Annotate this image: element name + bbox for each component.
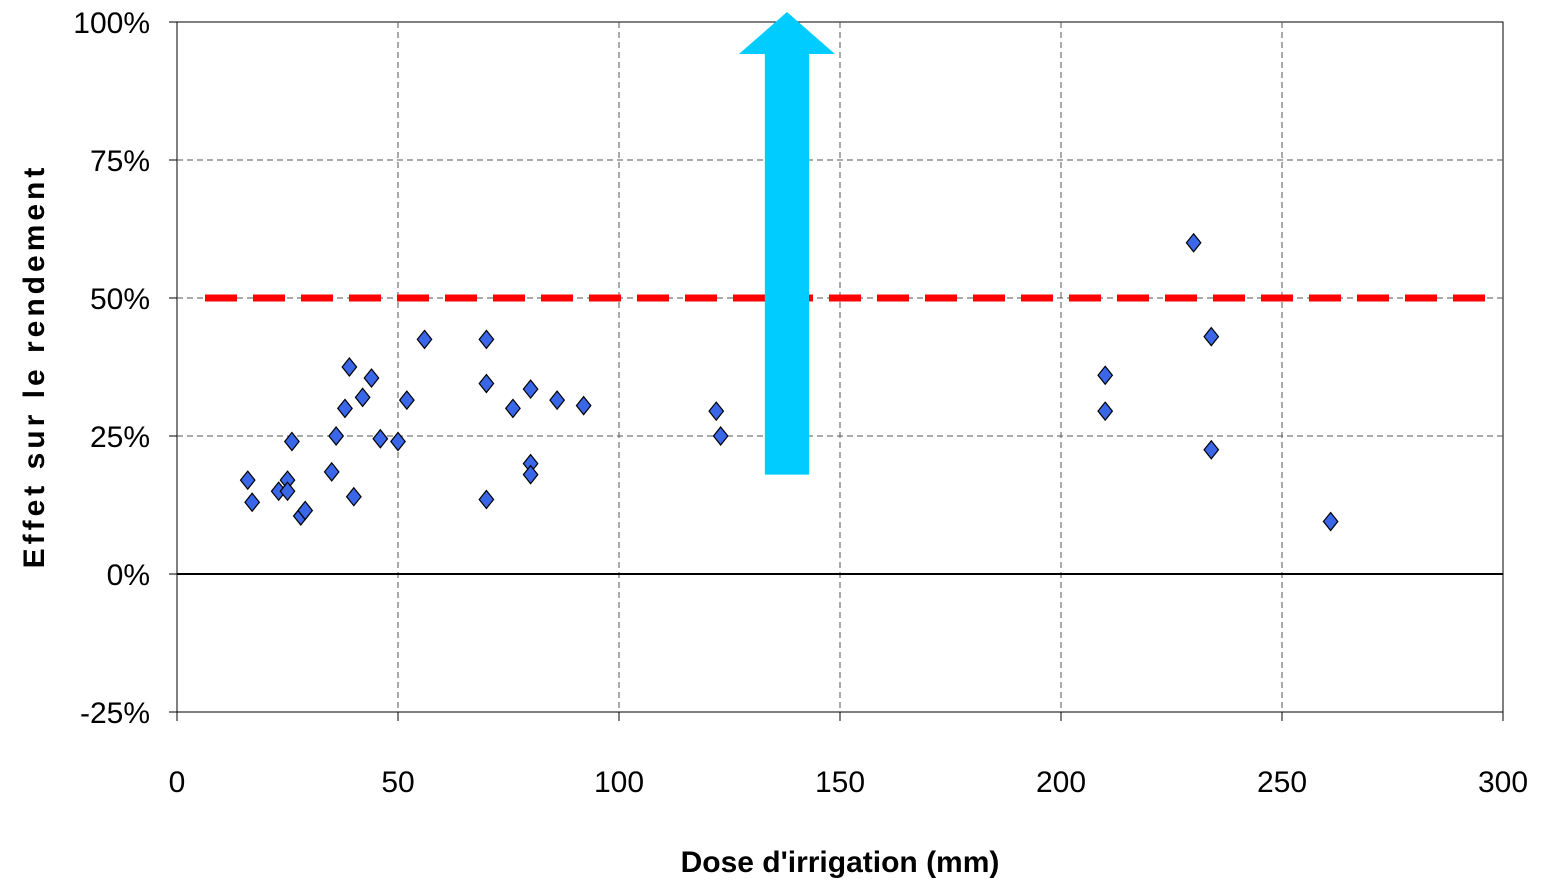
data-point bbox=[345, 486, 362, 507]
data-points bbox=[239, 232, 1339, 532]
up-arrow bbox=[738, 12, 835, 475]
data-point bbox=[416, 329, 433, 350]
data-point bbox=[1322, 511, 1339, 532]
y-tick-label: 0% bbox=[107, 559, 150, 592]
data-point bbox=[1185, 232, 1202, 253]
data-point bbox=[1203, 439, 1220, 460]
data-point bbox=[712, 426, 729, 446]
data-point bbox=[478, 329, 495, 350]
x-tick-label: 0 bbox=[169, 766, 186, 799]
data-point bbox=[575, 395, 592, 416]
data-point bbox=[297, 500, 314, 521]
data-point bbox=[239, 470, 256, 491]
data-point bbox=[478, 489, 495, 510]
grid bbox=[176, 21, 1504, 713]
data-point bbox=[336, 398, 353, 419]
x-tick-label: 50 bbox=[381, 766, 414, 799]
x-tick-label: 200 bbox=[1036, 766, 1086, 799]
y-axis-title: Effet sur le rendement bbox=[18, 164, 51, 569]
data-point bbox=[372, 428, 389, 449]
data-point bbox=[522, 379, 539, 400]
data-point bbox=[390, 431, 406, 452]
data-point bbox=[1097, 365, 1114, 386]
data-point bbox=[283, 431, 300, 452]
data-point bbox=[708, 401, 725, 422]
data-point bbox=[504, 398, 521, 419]
data-point bbox=[363, 368, 380, 389]
data-point bbox=[398, 390, 415, 411]
y-tick-label: -25% bbox=[80, 697, 150, 730]
y-tick-label: 75% bbox=[90, 145, 150, 178]
x-tick-label: 250 bbox=[1257, 766, 1307, 799]
data-point bbox=[1203, 326, 1220, 347]
y-tick-label: 100% bbox=[73, 7, 150, 40]
x-tick-label: 300 bbox=[1478, 766, 1528, 799]
y-tick-label: 50% bbox=[90, 283, 150, 316]
y-tick-label: 25% bbox=[90, 421, 150, 454]
data-point bbox=[328, 426, 345, 446]
axes bbox=[169, 21, 1504, 721]
data-point bbox=[522, 464, 539, 485]
x-tick-label: 100 bbox=[594, 766, 644, 799]
tick-labels: 0 50 100 150 200 250 300 -25% 0% 25% 50% 75% 100% bbox=[73, 7, 1528, 799]
data-point bbox=[279, 481, 296, 502]
data-point bbox=[323, 461, 340, 482]
x-axis-title: Dose d'irrigation (mm) bbox=[681, 846, 1000, 879]
data-point bbox=[341, 357, 358, 377]
data-point bbox=[1097, 401, 1114, 422]
data-point bbox=[354, 387, 371, 408]
data-point bbox=[549, 390, 566, 411]
arrow-group bbox=[738, 12, 835, 475]
data-point bbox=[244, 492, 261, 513]
data-point bbox=[478, 373, 495, 394]
x-tick-label: 150 bbox=[815, 766, 865, 799]
